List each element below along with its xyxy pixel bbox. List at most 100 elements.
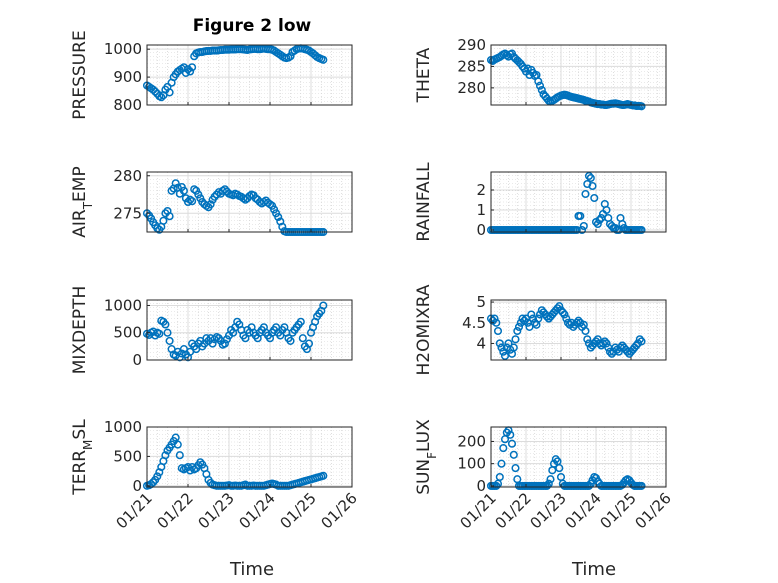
x-tick-label: 01/24 [562, 489, 605, 532]
y-tick-label: 1000 [104, 40, 142, 58]
y-tick-label: 0 [476, 477, 486, 495]
data-point [286, 52, 295, 61]
y-tick-label: 1 [476, 201, 486, 219]
y-axis-label: PRESSURE [70, 30, 90, 119]
data-point [210, 192, 219, 201]
x-tick-label: 01/21 [113, 489, 156, 532]
data-point [637, 337, 646, 346]
y-tick-label: 280 [457, 79, 486, 97]
data-point [588, 181, 597, 191]
data-point [602, 205, 611, 215]
data-point [190, 185, 199, 194]
y-axis-label: SUNFLUX [414, 419, 439, 495]
data-point [518, 314, 527, 323]
data-point [206, 200, 215, 209]
data-point [319, 55, 328, 64]
y-tick-label: 275 [113, 204, 142, 222]
x-tick-label: 01/24 [236, 489, 279, 532]
data-point [167, 186, 176, 195]
data-point [593, 219, 602, 229]
y-tick-label: 100 [457, 455, 486, 473]
axes-frame [490, 426, 667, 488]
data-point [165, 336, 174, 345]
data-point [542, 481, 552, 490]
data-point [618, 219, 627, 229]
data-point [593, 335, 602, 344]
data-point [278, 222, 287, 231]
data-point [511, 335, 520, 344]
data-point [163, 328, 172, 337]
data-point [598, 339, 608, 348]
data-point [155, 329, 164, 338]
x-tick-label: 01/23 [527, 489, 570, 532]
data-point [513, 326, 522, 336]
x-tick-label: 01/22 [154, 489, 197, 532]
data-point [572, 318, 581, 327]
y-tick-label: 0 [132, 351, 142, 369]
axes-frame [146, 426, 353, 488]
y-axis-label: MIXDEPTH [70, 286, 90, 375]
data-point [584, 171, 594, 181]
x-tick-label: 01/25 [597, 489, 640, 532]
data-point [188, 63, 197, 72]
data-point [537, 85, 546, 95]
data-point [607, 349, 616, 358]
data-point [151, 87, 160, 96]
data-point [212, 190, 221, 199]
data-point [534, 314, 543, 323]
axes-frame [490, 44, 667, 106]
data-point [171, 433, 180, 442]
data-point [493, 326, 503, 336]
data-point [175, 451, 184, 460]
x-tick-label: 01/21 [457, 489, 500, 532]
data-point [208, 339, 217, 348]
data-point [183, 197, 193, 207]
data-point [319, 301, 328, 310]
data-point [574, 316, 583, 325]
data-point [576, 211, 585, 221]
data-point [499, 444, 508, 453]
y-tick-label: 900 [113, 68, 142, 86]
data-point [602, 339, 611, 348]
data-point [495, 472, 504, 482]
x-tick-label: 01/25 [277, 489, 320, 532]
data-point [319, 471, 328, 480]
y-tick-label: 1000 [104, 418, 142, 436]
y-tick-label: 500 [113, 324, 142, 342]
y-tick-label: 280 [113, 167, 142, 185]
subplot-pressure: 800 900 1000 PRESSURE [70, 30, 353, 120]
data-point [177, 349, 186, 358]
data-point [581, 326, 590, 336]
x-tick-label: 01/23 [195, 489, 238, 532]
data-point [600, 337, 609, 346]
data-point [511, 464, 520, 473]
axes-frame [146, 171, 353, 233]
data-point [534, 77, 543, 86]
data-point [159, 216, 168, 225]
data-point [507, 439, 517, 448]
data-point [595, 215, 604, 225]
data-point [572, 225, 581, 235]
data-point [171, 179, 180, 188]
data-point [555, 302, 564, 311]
y-tick-label: 0 [476, 221, 486, 239]
y-axis-label: H2OMIXRA [414, 284, 434, 375]
y-axis-label: THETA [414, 47, 434, 103]
data-point [497, 459, 506, 468]
subplot-theta: 280 285 290 THETA [414, 36, 667, 111]
data-point [497, 343, 506, 352]
x-axis-label-left: Time [229, 559, 274, 580]
y-tick-label: 285 [457, 57, 486, 75]
data-point [632, 341, 641, 350]
y-tick-label: 4 [476, 334, 486, 352]
data-point [584, 481, 594, 490]
data-point [509, 343, 518, 352]
subplot-mixdepth: 0 500 1000 MIXDEPTH [70, 286, 353, 375]
axes-frame [490, 299, 667, 361]
data-point [506, 430, 515, 439]
y-tick-label: 2 [476, 181, 486, 199]
data-point [165, 88, 174, 97]
data-point [514, 322, 524, 331]
